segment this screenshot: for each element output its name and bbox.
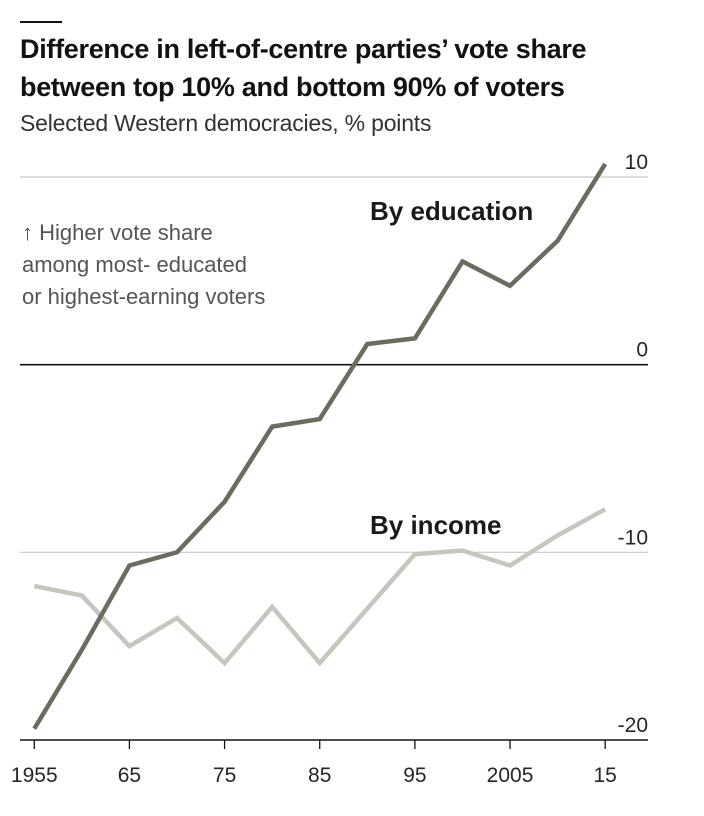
x-axis — [20, 739, 648, 749]
x-tick-label: 1955 — [11, 764, 58, 787]
y-tick-label: -10 — [618, 526, 648, 549]
annotation-line-1: ↑ Higher vote share — [22, 220, 213, 245]
x-tick-label: 2005 — [487, 764, 534, 787]
annotation-note: ↑ Higher vote share among most- educated… — [22, 220, 265, 309]
annotation-line-2: among most- educated — [22, 252, 247, 277]
series-line-income — [33, 507, 607, 667]
series-label-income: By income — [370, 510, 502, 540]
annotation-line-3: or highest-earning voters — [22, 284, 265, 309]
chart-title-line-2: between top 10% and bottom 90% of voters — [20, 72, 565, 102]
x-tick-label: 15 — [594, 764, 617, 787]
grid-lines — [20, 176, 648, 553]
y-tick-label: -20 — [618, 714, 648, 737]
series-label-education: By education — [370, 196, 533, 226]
x-tick-label: 95 — [403, 764, 426, 787]
y-tick-label: 10 — [625, 151, 648, 174]
x-tick-label: 85 — [308, 764, 331, 787]
tick-labels: 10 0 -10 -20 1955 65 75 85 95 2005 15 — [11, 151, 648, 787]
series-line-education — [32, 162, 608, 730]
x-tick-label: 75 — [213, 764, 236, 787]
chart-title: Difference in left-of-centre parties’ vo… — [20, 30, 680, 106]
header-rule — [20, 21, 62, 23]
chart-title-line-1: Difference in left-of-centre parties’ vo… — [20, 34, 587, 64]
chart-subtitle: Selected Western democracies, % points — [20, 110, 432, 136]
series-lines — [32, 162, 608, 730]
x-tick-label: 65 — [118, 764, 141, 787]
y-tick-label: 0 — [636, 339, 648, 362]
